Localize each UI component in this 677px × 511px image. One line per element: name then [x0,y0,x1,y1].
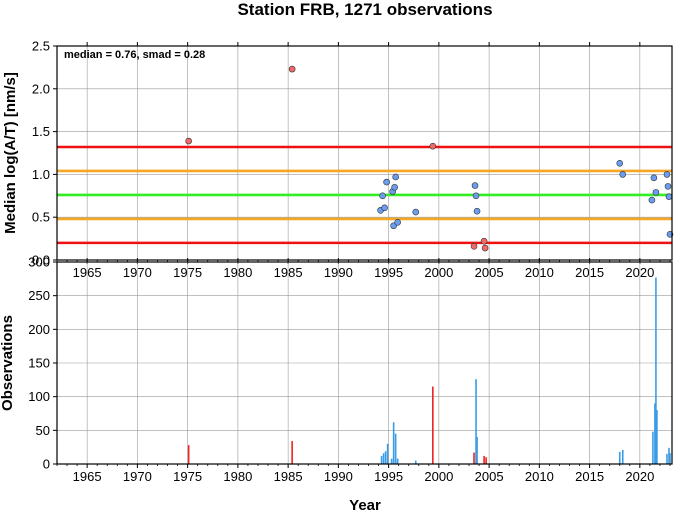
observations-y-tick-label: 100 [28,389,50,404]
observation-bar [187,445,190,464]
median-panel: 0.0 0.5 1.0 1.5 2.0 2.5 1965 1970 1975 1980 1985 1… [2,39,674,280]
observation-bar [432,386,434,464]
observations-x-ticks: 1965 1970 1975 1980 1985 1990 1995 2000 2005 2010… [56,258,671,484]
observation-bar [654,403,656,464]
observation-bar [390,458,393,464]
observation-bar [476,437,478,464]
observation-bar [669,453,671,464]
median-point [185,137,192,145]
observations-x-tick-label: 2005 [475,469,504,484]
median-y-tick-label: 1.5 [32,124,50,139]
observation-bar [473,452,475,464]
median-point [663,171,671,178]
observation-bar [668,447,670,464]
median-point [288,65,296,73]
observation-bar [655,277,657,464]
observations-y-tick-label: 300 [28,255,50,270]
observation-bar [414,460,417,464]
median-x-ticks: 1965 1970 1975 1980 1985 1990 1995 2000 2005 2010… [56,42,671,280]
observation-bar [386,443,389,464]
median-point [383,178,390,186]
median-y-tick-label: 2.0 [32,81,50,96]
observations-y-tick-label: 200 [28,322,50,337]
median-reference-lines [57,145,672,245]
median-y-ticks: 0.0 0.5 1.0 1.5 2.0 2.5 [32,39,57,268]
observation-bar [475,379,477,464]
median-point [471,182,479,189]
observations-x-tick-label: 1985 [274,469,303,484]
median-point [381,204,388,212]
observation-bar [384,451,387,464]
median-point [616,159,624,167]
observations-y-ticks: 0 50 100 150 200 250 300 [28,255,57,472]
median-point [473,207,481,215]
median-point [472,192,480,200]
observations-y-tick-label: 0 [43,457,50,472]
observation-bar [621,449,624,464]
median-point [394,219,401,226]
median-y-tick-label: 0.0 [32,253,50,268]
median-point [412,208,420,216]
observations-x-tick-label: 2020 [625,469,654,484]
median-points [185,65,674,252]
observations-x-tick-label: 1980 [223,469,252,484]
median-point [429,142,437,150]
observations-y-tick-label: 250 [28,288,50,303]
chart-title: Station FRB, 1271 observations [237,0,492,19]
median-y-tick-label: 0.5 [32,210,50,225]
median-point [481,244,489,252]
median-grid [57,45,672,261]
median-point [391,183,398,191]
median-panel-frame [56,45,673,261]
observations-x-tick-label: 2010 [525,469,554,484]
median-y-axis-label: Median log(A/T) [nm/s] [2,72,19,234]
observation-bar [382,453,385,464]
median-point [650,174,658,182]
median-y-tick-label: 1.0 [32,167,50,182]
observation-bar [618,451,621,464]
observation-bar [396,458,399,464]
observations-x-tick-label: 2015 [575,469,604,484]
median-point [648,196,656,204]
observations-y-axis-label: Observations [0,315,16,411]
median-y-tick-label: 2.5 [32,39,50,54]
median-point [665,193,673,200]
median-point [652,189,660,196]
x-axis-label: Year [349,497,381,511]
median-point [379,192,386,200]
observations-x-tick-label: 1970 [123,469,152,484]
median-point [619,171,627,178]
observations-grid [57,261,672,465]
median-point [664,183,672,190]
observation-bar [291,441,293,464]
observations-x-tick-label: 1995 [374,469,403,484]
observations-x-tick-label: 1990 [324,469,353,484]
observation-bar [666,453,668,464]
observations-y-tick-label: 50 [36,423,50,438]
observation-bar [483,455,485,464]
observation-bar [380,455,383,464]
observation-bar [394,433,397,464]
observations-x-tick-label: 1975 [173,469,202,484]
observation-bar [392,422,395,464]
observations-y-tick-label: 150 [28,356,50,371]
observations-x-tick-label: 1965 [73,469,102,484]
observations-x-tick-label: 2000 [424,469,453,484]
observations-bars [187,277,671,464]
observation-bar [652,431,654,464]
median-point [480,237,488,245]
stats-annotation: median = 0.76, smad = 0.28 [64,49,205,61]
median-point [392,173,399,181]
observation-bar [656,410,658,464]
observation-bar [485,457,487,464]
median-point [470,243,478,250]
